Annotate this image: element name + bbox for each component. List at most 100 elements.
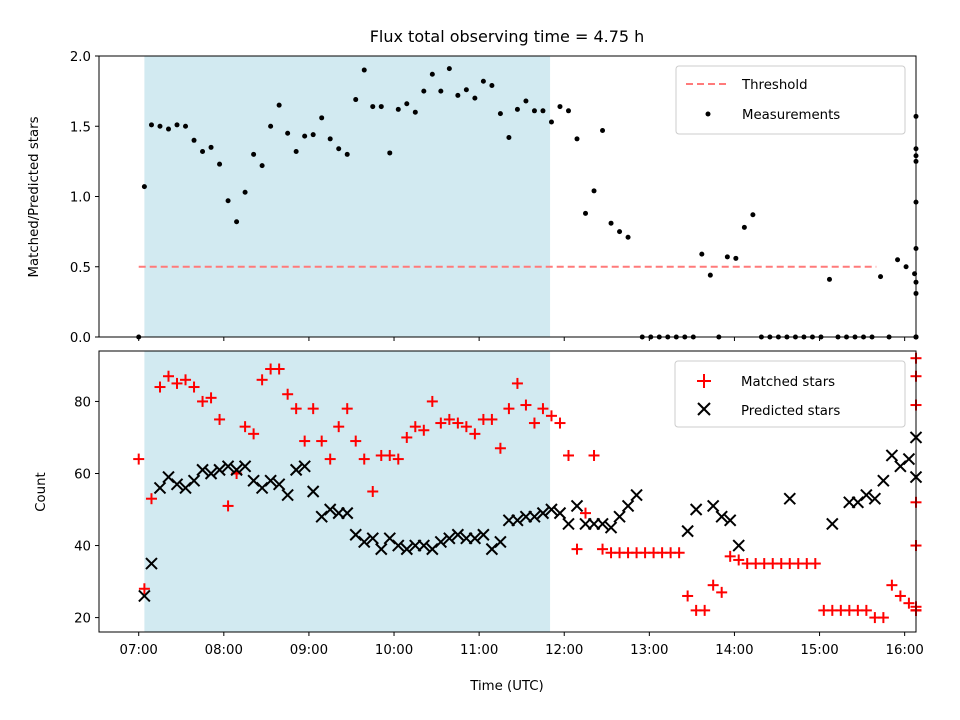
predicted-stars-point <box>536 506 550 520</box>
measurement-point <box>361 67 367 73</box>
matched-stars-point <box>290 403 302 415</box>
matched-stars-point <box>562 449 574 461</box>
measurement-point <box>826 276 832 282</box>
matched-stars-point <box>494 442 506 454</box>
measurement-point <box>506 134 512 140</box>
top-panel: 0.00.51.01.52.0 Matched/Predicted stars … <box>27 50 919 346</box>
matched-stars-point <box>273 363 285 375</box>
matched-stars-point <box>367 486 379 497</box>
predicted-stars-point <box>145 557 158 570</box>
measurement-point <box>191 137 197 143</box>
measurement-point <box>574 136 580 142</box>
predicted-stars-point <box>221 460 235 473</box>
bottom-xtick-label: 16:00 <box>885 643 923 658</box>
measurement-point <box>251 151 257 157</box>
measurement-point <box>148 122 154 128</box>
matched-stars-point <box>248 428 260 440</box>
x-axis-label: Time (UTC) <box>469 679 544 694</box>
top-ytick-label: 1.0 <box>70 191 91 206</box>
bottom-ytick-label: 20 <box>74 612 91 627</box>
measurement-point <box>750 212 756 218</box>
matched-stars-point <box>877 612 889 624</box>
matched-stars-point <box>452 417 464 429</box>
predicted-stars-point <box>715 510 728 523</box>
predicted-stars-point <box>400 542 414 556</box>
measurement-point <box>472 95 478 101</box>
predicted-stars-point <box>358 535 371 549</box>
measurement-point <box>370 104 376 110</box>
bottom-xtick-label: 08:00 <box>205 643 243 658</box>
bottom-xtick-label: 07:00 <box>120 643 158 658</box>
matched-stars-point <box>673 547 685 559</box>
matched-stars-point <box>443 413 455 425</box>
measurement-point <box>183 123 189 129</box>
matched-stars-point <box>520 399 532 411</box>
matched-stars-point <box>716 586 728 598</box>
measurement-point <box>540 108 546 114</box>
top-ytick-label: 2.0 <box>70 50 91 65</box>
top-legend-box <box>675 65 906 135</box>
measurement-point <box>404 101 410 107</box>
legend-predicted-label: Predicted stars <box>741 404 840 419</box>
measurement-point <box>259 163 265 169</box>
measurement-point <box>591 188 597 194</box>
measurement-point <box>242 189 248 195</box>
measurement-point <box>531 108 537 114</box>
measurement-point <box>141 184 147 190</box>
matched-stars-point <box>435 417 447 429</box>
legend-measurements-swatch <box>705 111 711 117</box>
matched-stars-point <box>707 579 719 591</box>
measurement-point <box>327 136 333 142</box>
measurement-point <box>395 106 401 112</box>
measurement-point <box>285 130 291 136</box>
measurement-point <box>302 133 308 139</box>
predicted-stars-point <box>204 467 218 480</box>
matched-stars-point <box>809 558 821 570</box>
matched-stars-point <box>469 428 481 440</box>
predicted-stars-point <box>281 488 294 502</box>
predicted-stars-point <box>860 488 873 502</box>
measurement-point <box>174 122 180 128</box>
matched-stars-point <box>145 493 157 505</box>
legend-predicted-swatch <box>697 402 711 416</box>
predicted-stars-point <box>783 492 796 505</box>
bottom-xtick-label: 15:00 <box>800 643 838 658</box>
matched-stars-point <box>401 431 413 443</box>
predicted-stars-point <box>272 478 286 491</box>
predicted-stars-point <box>596 517 609 531</box>
predicted-stars-point <box>902 452 916 466</box>
predicted-stars-point <box>417 539 431 552</box>
bottom-xtick-label: 14:00 <box>715 643 753 658</box>
predicted-stars-point <box>341 506 354 520</box>
predicted-stars-point <box>230 463 243 477</box>
measurement-point <box>455 92 461 98</box>
top-ytick-label: 0.0 <box>70 331 91 346</box>
bottom-ytick-label: 80 <box>74 395 91 410</box>
matched-stars-point <box>154 381 166 393</box>
measurement-point <box>268 123 274 129</box>
measurement-point <box>157 123 163 129</box>
measurement-point <box>565 108 571 114</box>
bottom-xtick-label: 13:00 <box>630 643 668 658</box>
predicted-stars-point <box>323 503 337 516</box>
matched-stars-point <box>256 374 268 386</box>
measurement-point <box>166 126 172 132</box>
predicted-stars-point <box>553 506 567 520</box>
bottom-ytick-label: 60 <box>74 467 91 482</box>
matched-stars-point <box>163 370 175 382</box>
matched-stars-point <box>733 554 745 566</box>
predicted-stars-point <box>375 542 388 556</box>
legend-measurements-label: Measurements <box>742 108 840 123</box>
bottom-legend-box <box>674 360 906 428</box>
measurement-point <box>378 104 384 110</box>
top-ytick-label: 0.5 <box>70 261 91 276</box>
matched-stars-point <box>299 435 311 447</box>
measurement-point <box>895 257 901 263</box>
measurement-point <box>903 264 909 270</box>
predicted-stars-point <box>630 488 643 502</box>
predicted-stars-point <box>562 517 575 531</box>
measurement-point <box>234 219 240 225</box>
predicted-stars-point <box>187 474 201 487</box>
predicted-stars-point <box>723 514 737 527</box>
predicted-stars-point <box>868 492 882 505</box>
